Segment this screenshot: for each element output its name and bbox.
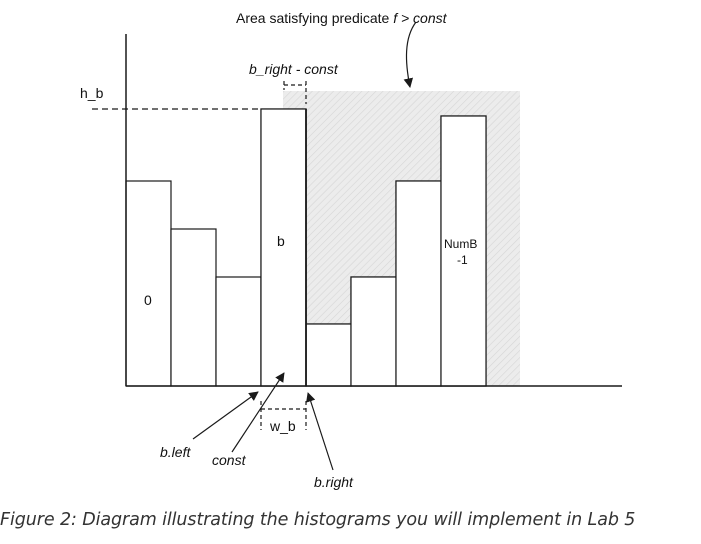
bin-first-label: 0: [144, 292, 152, 308]
const-label: const: [212, 452, 247, 468]
bin-last-label-2: -1: [457, 253, 468, 267]
bracket-top-label: b_right - const: [249, 61, 339, 77]
figure-caption: Figure 2: Diagram illustrating the histo…: [0, 510, 636, 530]
b-left-arrow: [192, 391, 259, 440]
const-arrow: [231, 372, 285, 453]
predicate-arrow: [403, 21, 417, 88]
predicate-area-title: Area satisfying predicate f > const: [236, 10, 448, 26]
b-left-label: b.left: [160, 444, 191, 460]
predicate-title-math: f > const: [393, 10, 447, 26]
bin-bar-2: [215, 276, 262, 387]
bin-b-label: b: [277, 233, 285, 249]
bin-last-label-1: NumB: [444, 237, 477, 251]
predicate-title-prefix: Area satisfying predicate: [236, 10, 393, 26]
bin-bar-1: [170, 228, 217, 387]
bin-bar-0: [125, 180, 172, 387]
h-b-label: h_b: [80, 85, 104, 101]
b-right-arrow: [306, 392, 334, 471]
w-b-label: w_b: [269, 418, 296, 434]
diagram-canvas: h_b Area satisfying predicate f > const …: [80, 10, 622, 490]
b-right-label: b.right: [314, 474, 354, 490]
